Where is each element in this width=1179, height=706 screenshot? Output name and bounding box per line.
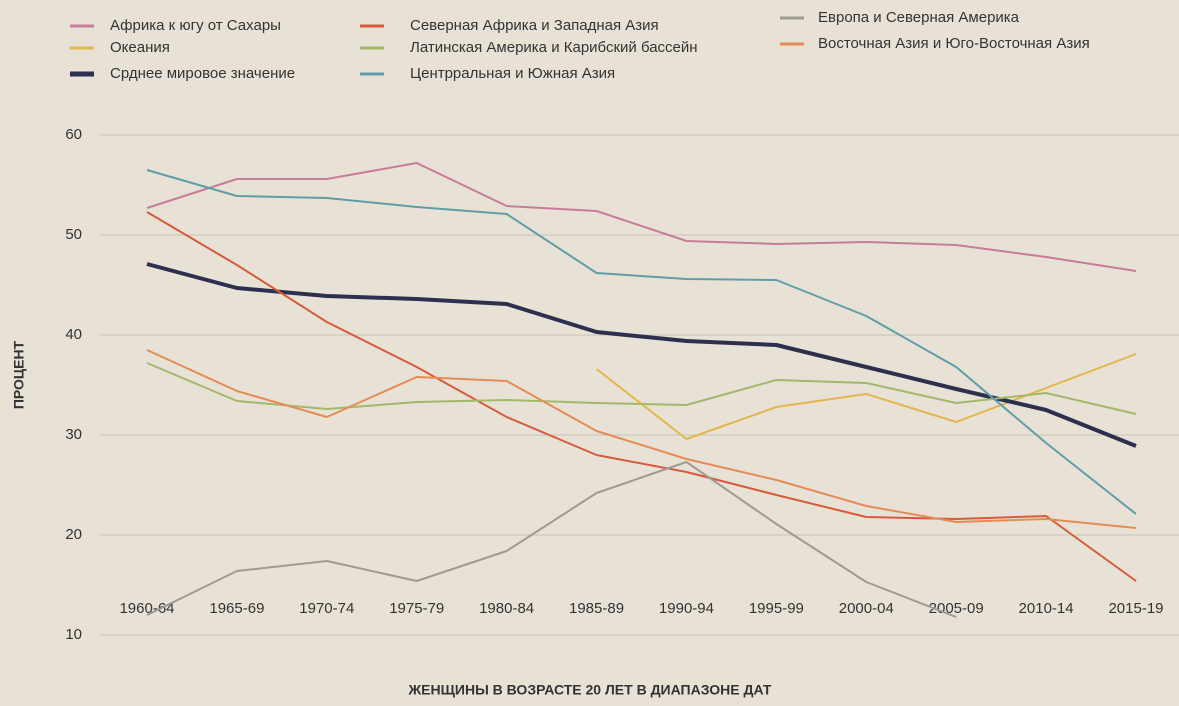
x-tick-label: 1980-84 [479, 600, 534, 617]
x-tick-label: 2005-09 [929, 600, 984, 617]
x-tick-label: 2000-04 [839, 600, 894, 617]
series-line [146, 362, 1137, 415]
y-tick-label: 20 [65, 526, 82, 543]
y-axis-title: ПРОЦЕНТ [11, 340, 27, 409]
legend-label: Латинская Америка и Карибский бассейн [410, 39, 698, 56]
series-line [146, 349, 1137, 529]
legend-label: Африка к югу от Сахары [110, 17, 281, 34]
x-tick-label: 2015-19 [1108, 600, 1163, 617]
y-tick-label: 50 [65, 226, 82, 243]
x-tick-label: 1960-64 [119, 600, 174, 617]
series-line [146, 162, 1137, 272]
series-line [146, 211, 1137, 582]
legend-label: Срднее мировое значение [110, 65, 295, 82]
series-line [595, 353, 1137, 440]
legend-label: Северная Африка и Западная Азия [410, 17, 659, 34]
legend-label: Восточная Азия и Юго-Восточная Азия [818, 35, 1090, 52]
x-tick-label: 1970-74 [299, 600, 354, 617]
y-tick-label: 60 [65, 126, 82, 143]
series-line [146, 461, 957, 618]
series-line [146, 262, 1137, 448]
x-tick-label: 1990-94 [659, 600, 714, 617]
x-tick-label: 2010-14 [1019, 600, 1074, 617]
legend-label: Океания [110, 39, 170, 56]
series-line [146, 169, 1137, 515]
y-tick-label: 30 [65, 426, 82, 443]
y-tick-label: 10 [65, 626, 82, 643]
legend-label: Центрральная и Южная Азия [410, 65, 615, 82]
x-tick-label: 1965-69 [209, 600, 264, 617]
x-tick-label: 1975-79 [389, 600, 444, 617]
x-tick-label: 1995-99 [749, 600, 804, 617]
y-tick-label: 40 [65, 326, 82, 343]
x-tick-label: 1985-89 [569, 600, 624, 617]
x-axis-title: ЖЕНЩИНЫ В ВОЗРАСТЕ 20 ЛЕТ В ДИАПАЗОНЕ ДА… [408, 682, 772, 698]
legend-label: Европа и Северная Америка [818, 9, 1020, 26]
